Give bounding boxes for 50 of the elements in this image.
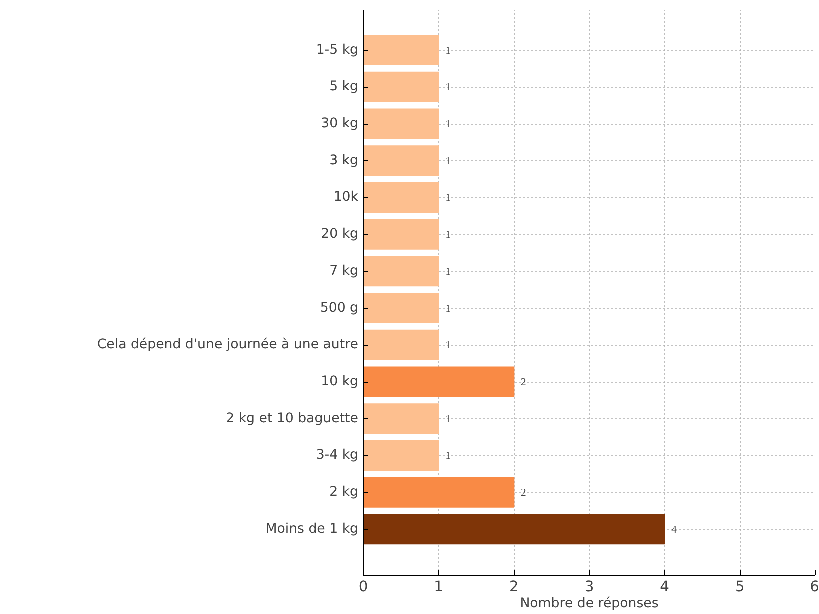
data-label: 1 xyxy=(446,230,451,242)
data-label: 1 xyxy=(446,266,451,278)
data-label: 1 xyxy=(446,193,451,204)
y-tick-label: 5 kg xyxy=(330,80,359,95)
bar xyxy=(364,182,440,213)
bar xyxy=(364,146,440,176)
y-tick-label: 7 kg xyxy=(330,264,359,279)
data-label: 1 xyxy=(446,120,451,131)
y-tick-label: 10 kg xyxy=(321,374,358,390)
bar xyxy=(364,477,515,508)
y-tick-label: Cela dépend d'une journée à une autre xyxy=(97,338,359,353)
bar xyxy=(364,514,666,545)
x-tick-label: 2 xyxy=(510,578,519,596)
bar xyxy=(364,366,515,398)
y-tick-label: 10k xyxy=(334,190,359,206)
bar xyxy=(364,293,440,324)
y-tick-label: 1-5 kg xyxy=(316,42,359,58)
bar xyxy=(364,219,440,250)
x-tick-label: 3 xyxy=(584,578,594,596)
bar xyxy=(364,404,440,434)
bar xyxy=(364,256,440,287)
bar xyxy=(364,330,440,360)
x-tick-label: 1 xyxy=(434,578,444,596)
x-tick-label: 0 xyxy=(358,578,368,596)
data-label: 1 xyxy=(446,156,451,168)
y-tick-label: 3 kg xyxy=(330,153,359,168)
bar xyxy=(364,35,440,66)
data-label: 2 xyxy=(520,488,526,500)
data-label: 2 xyxy=(520,378,526,389)
x-axis-title: Nombre de réponses xyxy=(520,596,659,612)
x-tick-label: 6 xyxy=(810,578,819,596)
data-label: 1 xyxy=(446,414,451,426)
y-tick-label: Moins de 1 kg xyxy=(266,522,359,537)
data-label: 1 xyxy=(446,304,451,315)
y-tick-label: 20 kg xyxy=(321,227,358,242)
y-tick-label: 500 g xyxy=(320,300,359,316)
y-tick-label: 2 kg et 10 baguette xyxy=(226,411,359,426)
bar xyxy=(364,440,440,471)
bar xyxy=(364,108,440,140)
data-label: 1 xyxy=(446,82,451,94)
bar xyxy=(364,72,440,102)
data-label: 1 xyxy=(446,451,451,462)
y-tick-label: 2 kg xyxy=(330,485,359,500)
x-tick-label: 5 xyxy=(736,578,745,596)
data-label: 1 xyxy=(446,46,451,57)
data-label: 1 xyxy=(446,340,451,352)
x-tick-label: 4 xyxy=(660,578,670,596)
data-label: 4 xyxy=(672,524,678,536)
y-tick-label: 30 kg xyxy=(321,116,358,132)
y-tick-label: 3-4 kg xyxy=(316,448,359,464)
